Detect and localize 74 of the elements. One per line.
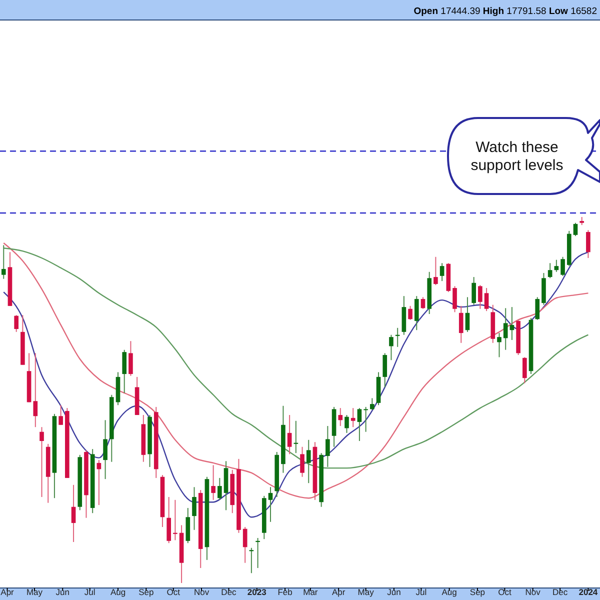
candlestick bbox=[389, 334, 394, 361]
candlestick bbox=[128, 340, 133, 376]
x-tick-label: Jul bbox=[416, 586, 427, 597]
candlestick bbox=[186, 507, 190, 544]
candlestick bbox=[382, 352, 388, 388]
candlestick bbox=[14, 314, 18, 332]
candlestick bbox=[472, 276, 476, 306]
candlestick bbox=[458, 305, 464, 344]
candlestick bbox=[338, 408, 343, 426]
x-tick-label: Jul bbox=[84, 586, 96, 597]
candlestick bbox=[326, 425, 330, 468]
candlestick bbox=[357, 408, 362, 442]
candlestick bbox=[350, 408, 356, 428]
candlestick bbox=[364, 406, 368, 432]
candlestick bbox=[1, 244, 6, 280]
candlestick bbox=[497, 332, 502, 358]
candlestick bbox=[560, 256, 565, 276]
x-tick-label: Jun bbox=[56, 586, 70, 597]
candlestick bbox=[522, 356, 527, 384]
candlestick bbox=[465, 296, 470, 332]
candlestick bbox=[192, 486, 196, 530]
candlestick bbox=[268, 486, 273, 522]
candlestick bbox=[242, 526, 248, 564]
candlestick bbox=[173, 499, 178, 541]
candlestick bbox=[408, 305, 412, 320]
x-tick-label: Mar bbox=[303, 586, 318, 597]
candlestick bbox=[166, 496, 171, 544]
x-tick-label: Aug bbox=[110, 586, 126, 597]
candlestick bbox=[218, 477, 222, 500]
x-tick-label: Sep bbox=[138, 586, 154, 597]
candlestick bbox=[573, 222, 578, 237]
x-tick-label: 2023 bbox=[247, 586, 267, 597]
candlestick bbox=[440, 262, 444, 282]
x-tick-label: May bbox=[358, 586, 375, 597]
candlestick bbox=[510, 306, 514, 340]
candlestick bbox=[306, 439, 311, 484]
candlestick bbox=[420, 296, 426, 310]
x-tick-label: Dec bbox=[552, 586, 568, 597]
candlestick bbox=[434, 256, 438, 286]
candlestick bbox=[300, 446, 304, 478]
x-tick-label: Jun bbox=[387, 586, 402, 597]
x-tick-label: Sep bbox=[470, 586, 486, 597]
x-tick-label: Oct bbox=[166, 586, 181, 597]
candlestick bbox=[548, 262, 552, 279]
x-tick-label: Dec bbox=[221, 586, 238, 597]
candlestick bbox=[484, 288, 489, 312]
candlestick bbox=[122, 349, 127, 394]
x-tick-label: Feb bbox=[278, 586, 293, 597]
x-tick-label: Oct bbox=[498, 586, 512, 597]
x-tick-label: Aug bbox=[442, 586, 458, 597]
candlestick bbox=[535, 296, 540, 320]
speech-bubble: Watch these support levels bbox=[447, 117, 600, 195]
candlestick bbox=[33, 352, 38, 428]
candlestick bbox=[414, 296, 419, 331]
x-tick-label: Nov bbox=[194, 586, 210, 597]
candlestick bbox=[478, 284, 482, 310]
candlestick bbox=[287, 414, 292, 455]
x-tick-label: Nov bbox=[525, 586, 542, 597]
candlestick bbox=[503, 308, 508, 350]
text: Open 17444.39 High 17791.58 Low 16582 bbox=[414, 6, 597, 17]
x-tick-label: Apr bbox=[332, 586, 346, 597]
candlestick bbox=[452, 286, 457, 313]
candlestick bbox=[71, 484, 76, 543]
candlestick bbox=[40, 426, 44, 498]
candlestick bbox=[103, 420, 108, 480]
candlestick bbox=[256, 537, 260, 568]
x-tick-label: 2024 bbox=[578, 586, 598, 597]
x-tick-label: May bbox=[26, 586, 44, 597]
x-tick-label: Apr bbox=[0, 586, 14, 597]
candlestick bbox=[58, 404, 63, 426]
candlestick bbox=[554, 259, 559, 272]
candlestick bbox=[586, 230, 590, 258]
candlestick bbox=[370, 398, 374, 410]
candlestick bbox=[344, 414, 349, 434]
